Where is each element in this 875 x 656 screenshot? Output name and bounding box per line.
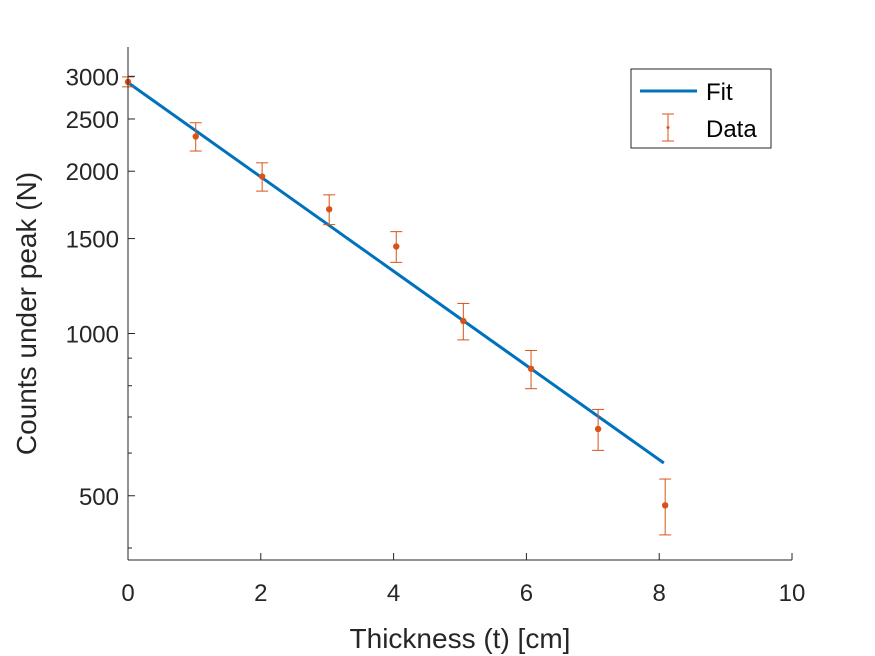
y-axis-label: Counts under peak (N) [11,172,42,455]
legend-label-fit: Fit [706,79,733,106]
legend: Fit Data [630,68,772,149]
y-tick-label: 3000 [66,64,119,91]
y-tick-label: 1500 [66,227,119,254]
y-tick-label: 2000 [66,159,119,186]
x-tick-label: 10 [779,580,806,607]
x-axis-label: Thickness (t) [cm] [350,623,571,654]
fit-line [127,81,665,465]
x-tick-label: 2 [254,580,267,607]
data-point [661,502,669,509]
x-tick-label: 4 [387,580,400,607]
data-point [527,365,535,372]
axes: Thickness (t) [cm] Counts under peak (N)… [11,47,805,654]
y-tick-label: 1000 [66,321,119,348]
data-point [325,206,333,213]
y-tick-label: 500 [79,484,119,511]
data-point [192,133,199,140]
legend-box [630,68,772,149]
data-point [393,243,400,250]
data-point [594,425,602,433]
x-tick-label: 8 [653,580,666,607]
x-tick-label: 0 [121,580,134,607]
legend-data-point [666,126,670,129]
data-point [258,173,266,180]
y-tick-label: 2500 [66,107,119,134]
legend-label-data: Data [706,116,757,143]
data-point [460,317,467,325]
x-tick-label: 6 [520,580,533,607]
plot-area [122,76,672,536]
